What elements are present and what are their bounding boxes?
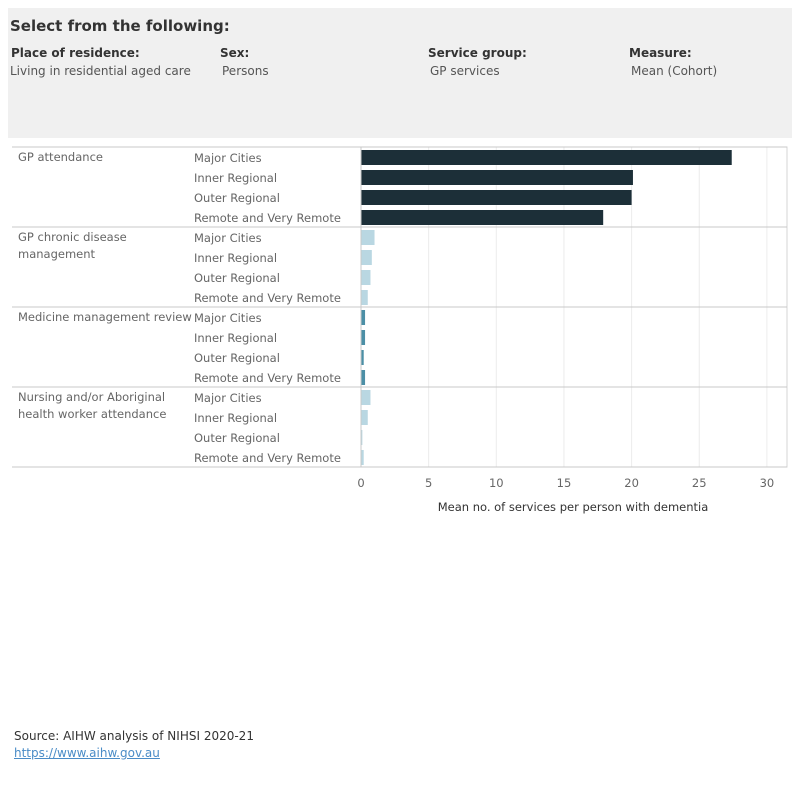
category-label: Major Cities xyxy=(194,151,262,165)
bar-nursing-and-or-aboriginal-health-worker-attendance-inner-regional xyxy=(361,410,368,425)
bar-gp-attendance-remote-and-very-remote xyxy=(361,210,604,225)
x-tick-label: 20 xyxy=(624,476,639,490)
filter-label-sex: Sex: xyxy=(220,46,250,60)
group-label-nursing-and-or-aboriginal-health-worker-attendance: Nursing and/or Aboriginal health worker a… xyxy=(18,390,166,421)
category-label: Remote and Very Remote xyxy=(194,211,341,225)
category-label: Inner Regional xyxy=(194,411,277,425)
group-label-gp-chronic-disease-management: GP chronic disease management xyxy=(18,230,127,261)
category-label: Major Cities xyxy=(194,311,262,325)
category-label: Remote and Very Remote xyxy=(194,371,341,385)
category-label: Inner Regional xyxy=(194,331,277,345)
category-label: Inner Regional xyxy=(194,171,277,185)
category-label: Outer Regional xyxy=(194,351,280,365)
filter-panel xyxy=(8,8,792,138)
filter-value-place-of-residence[interactable]: Living in residential aged care xyxy=(10,64,191,78)
category-label: Remote and Very Remote xyxy=(194,291,341,305)
group-label-gp-attendance: GP attendance xyxy=(18,150,103,164)
bar-nursing-and-or-aboriginal-health-worker-attendance-remote-and-very-remote xyxy=(361,450,364,465)
bar-gp-chronic-disease-management-outer-regional xyxy=(361,270,371,285)
bar-medicine-management-review-major-cities xyxy=(361,310,366,325)
bar-gp-chronic-disease-management-inner-regional xyxy=(361,250,372,265)
bar-medicine-management-review-inner-regional xyxy=(361,330,366,345)
x-tick-label: 10 xyxy=(489,476,504,490)
x-axis-title: Mean no. of services per person with dem… xyxy=(438,500,709,514)
bar-gp-chronic-disease-management-remote-and-very-remote xyxy=(361,290,368,305)
source-link[interactable]: https://www.aihw.gov.au xyxy=(14,746,160,760)
category-label: Outer Regional xyxy=(194,191,280,205)
filter-label-place-of-residence: Place of residence: xyxy=(11,46,140,60)
filter-heading: Select from the following: xyxy=(10,17,230,35)
bar-gp-attendance-major-cities xyxy=(361,150,732,165)
filter-label-measure: Measure: xyxy=(629,46,692,60)
category-label: Inner Regional xyxy=(194,251,277,265)
bar-gp-attendance-inner-regional xyxy=(361,170,633,185)
filter-value-measure[interactable]: Mean (Cohort) xyxy=(631,64,718,78)
x-tick-label: 15 xyxy=(557,476,572,490)
bar-medicine-management-review-remote-and-very-remote xyxy=(361,370,366,385)
bar-nursing-and-or-aboriginal-health-worker-attendance-major-cities xyxy=(361,390,371,405)
bar-gp-chronic-disease-management-major-cities xyxy=(361,230,375,245)
x-tick-label: 30 xyxy=(760,476,775,490)
category-label: Major Cities xyxy=(194,231,262,245)
filter-value-sex[interactable]: Persons xyxy=(222,64,269,78)
category-label: Remote and Very Remote xyxy=(194,451,341,465)
bar-medicine-management-review-outer-regional xyxy=(361,350,364,365)
bar-gp-attendance-outer-regional xyxy=(361,190,632,205)
category-label: Outer Regional xyxy=(194,271,280,285)
group-label-medicine-management-review: Medicine management review xyxy=(18,310,192,324)
x-tick-label: 25 xyxy=(692,476,707,490)
x-tick-label: 0 xyxy=(357,476,364,490)
filter-label-service-group: Service group: xyxy=(428,46,527,60)
category-label: Outer Regional xyxy=(194,431,280,445)
bar-nursing-and-or-aboriginal-health-worker-attendance-outer-regional xyxy=(361,430,363,445)
category-label: Major Cities xyxy=(194,391,262,405)
x-tick-label: 5 xyxy=(425,476,432,490)
filter-value-service-group[interactable]: GP services xyxy=(430,64,500,78)
source-note: Source: AIHW analysis of NIHSI 2020-21 xyxy=(14,729,254,743)
